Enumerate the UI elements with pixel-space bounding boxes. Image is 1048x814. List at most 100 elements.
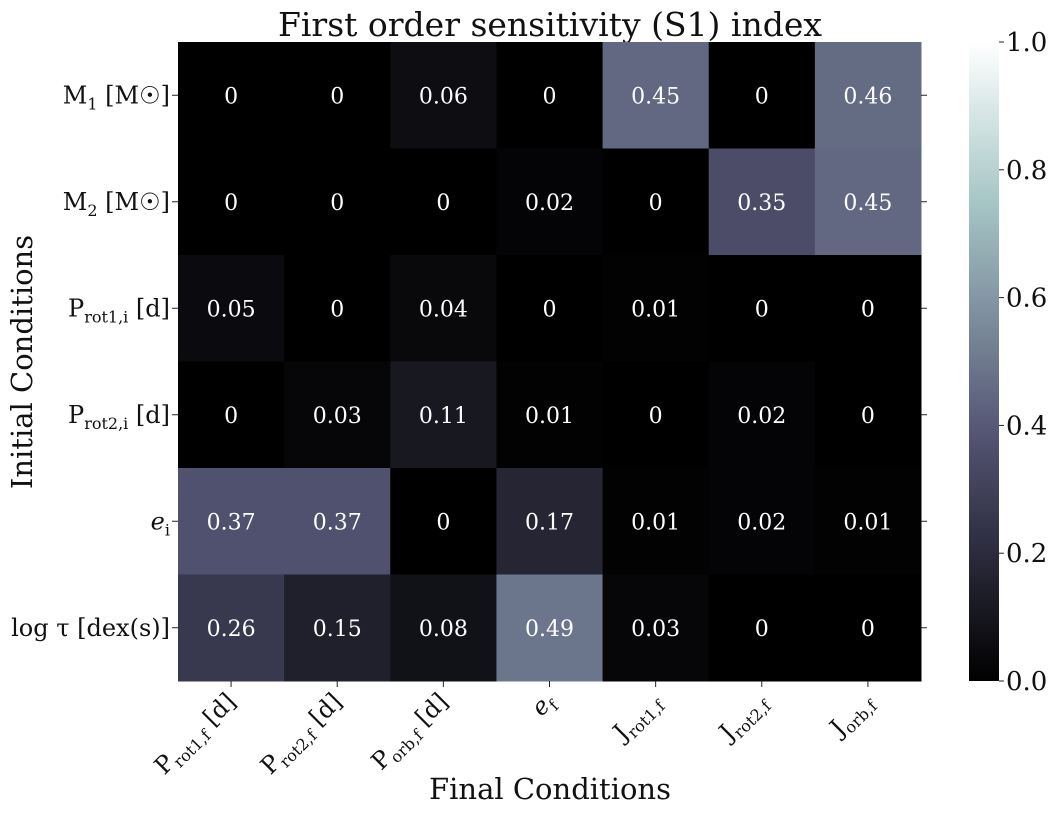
heatmap-cell: [496, 361, 604, 469]
cell-value-label: 0: [543, 84, 557, 109]
x-tick-label: ef: [526, 687, 564, 725]
heatmap-cell: [708, 42, 816, 149]
heatmap-cell: [178, 361, 285, 469]
cell-value-label: 0: [755, 84, 769, 109]
heatmap-cell: [390, 574, 497, 682]
heatmap-cell: [814, 468, 922, 575]
heatmap-cell: [390, 468, 497, 575]
cell-value-label: 0: [224, 191, 238, 216]
x-tick-label: Jrot2,f: [712, 687, 776, 751]
heatmap-cell: [390, 42, 497, 149]
chart-title: First order sensitivity (S1) index: [278, 5, 822, 44]
heatmap-cell: [178, 255, 285, 362]
cell-value-label: 0.06: [419, 84, 468, 109]
heatmap-cell: [496, 468, 604, 575]
cell-value-label: 0.37: [207, 510, 256, 535]
cell-value-label: 0.04: [419, 297, 468, 322]
x-tick-label: Jrot1,f: [605, 687, 669, 751]
cell-value-label: 0.01: [843, 510, 892, 535]
heatmap-cell: [602, 574, 710, 682]
x-tick-label: Jorb,f: [822, 687, 882, 747]
y-tick-label: M2 [M☉]: [63, 188, 170, 220]
heatmap-cell: [708, 361, 816, 469]
heatmap-cells: 0 0 0.06 0 0.45 0 0.46 0 0 0 0.02 0 0.35 0.45 0.05 0 0.0…: [178, 42, 922, 682]
cell-value-label: 0: [224, 404, 238, 429]
colorbar-tick-label: 0.8: [1006, 156, 1047, 186]
x-tick-label: Prot2,f [d]: [255, 687, 350, 782]
heatmap-cell: [496, 255, 604, 362]
heatmap-cell: [496, 148, 604, 256]
cell-value-label: 0.02: [737, 510, 786, 535]
x-tick-label: Prot1,f [d]: [149, 687, 244, 782]
cell-value-label: 0: [224, 84, 238, 109]
colorbar-tick-label: 0.4: [1006, 411, 1047, 441]
x-tick-label: Porb,f [d]: [366, 687, 457, 778]
y-tick-label: Prot2,i [d]: [68, 401, 170, 433]
cell-value-label: 0: [436, 191, 450, 216]
x-axis-ticks: Prot1,f [d]Prot2,f [d]Porb,f [d] ef Jrot1,…: [149, 681, 882, 782]
cell-value-label: 0.46: [843, 84, 892, 109]
cell-value-label: 0.35: [737, 191, 786, 216]
heatmap-cell: [284, 42, 391, 149]
cell-value-label: 0.26: [207, 617, 256, 642]
heatmap-cell: [708, 574, 816, 682]
heatmap-cell: [708, 468, 816, 575]
cell-value-label: 0: [649, 404, 663, 429]
heatmap-cell: [284, 148, 391, 256]
cell-value-label: 0.01: [525, 404, 574, 429]
colorbar-tick-label: 0.6: [1006, 284, 1047, 314]
heatmap-cell: [284, 255, 391, 362]
heatmap-cell: [602, 361, 710, 469]
cell-value-label: 0.11: [419, 404, 468, 429]
cell-value-label: 0: [330, 297, 344, 322]
cell-value-label: 0: [755, 617, 769, 642]
heatmap-cell: [178, 42, 285, 149]
y-tick-label: log τ [dex(s)]: [11, 614, 170, 642]
colorbar-tick-label: 0.2: [1006, 539, 1047, 569]
heatmap-cell: [390, 255, 497, 362]
heatmap-cell: [814, 361, 922, 469]
cell-value-label: 0.03: [631, 617, 680, 642]
heatmap-cell: [814, 42, 922, 149]
cell-value-label: 0.01: [631, 510, 680, 535]
y-tick-label: ei: [151, 507, 170, 539]
colorbar-tick-label: 1.0: [1006, 28, 1047, 58]
cell-value-label: 0: [861, 404, 875, 429]
colorbar-tick-label: 0.0: [1006, 667, 1047, 697]
heatmap-cell: [814, 148, 922, 256]
cell-value-label: 0: [543, 297, 557, 322]
cell-value-label: 0.01: [631, 297, 680, 322]
colorbar-gradient: [969, 42, 999, 681]
cell-value-label: 0.37: [313, 510, 362, 535]
cell-value-label: 0.02: [737, 404, 786, 429]
cell-value-label: 0: [861, 617, 875, 642]
heatmap-cell: [814, 255, 922, 362]
cell-value-label: 0: [861, 297, 875, 322]
heatmap-cell: [496, 574, 604, 682]
colorbar: 0.0 0.2 0.4 0.6 0.8 1.0: [969, 28, 1047, 697]
heatmap-cell: [178, 148, 285, 256]
y-tick-label: M1 [M☉]: [63, 81, 170, 113]
heatmap-cell: [178, 574, 285, 682]
heatmap-cell: [178, 468, 285, 575]
heatmap-cell: [814, 574, 922, 682]
cell-value-label: 0.45: [843, 191, 892, 216]
heatmap-cell: [390, 361, 497, 469]
cell-value-label: 0.03: [313, 404, 362, 429]
cell-value-label: 0: [436, 510, 450, 535]
heatmap-cell: [284, 361, 391, 469]
cell-value-label: 0.02: [525, 191, 574, 216]
heatmap-cell: [602, 468, 710, 575]
cell-value-label: 0.15: [313, 617, 362, 642]
cell-value-label: 0.17: [525, 510, 574, 535]
cell-value-label: 0.45: [631, 84, 680, 109]
y-axis-ticks: M1 [M☉] M2 [M☉] Prot1,i [d] Prot2,i [d] ei lo…: [11, 81, 927, 642]
heatmap-cell: [284, 574, 391, 682]
x-axis-title: Final Conditions: [429, 772, 671, 806]
heatmap-cell: [390, 148, 497, 256]
heatmap-cell: [602, 148, 710, 256]
heatmap-cell: [496, 42, 604, 149]
y-tick-label: Prot1,i [d]: [68, 294, 170, 326]
heatmap-cell: [602, 42, 710, 149]
